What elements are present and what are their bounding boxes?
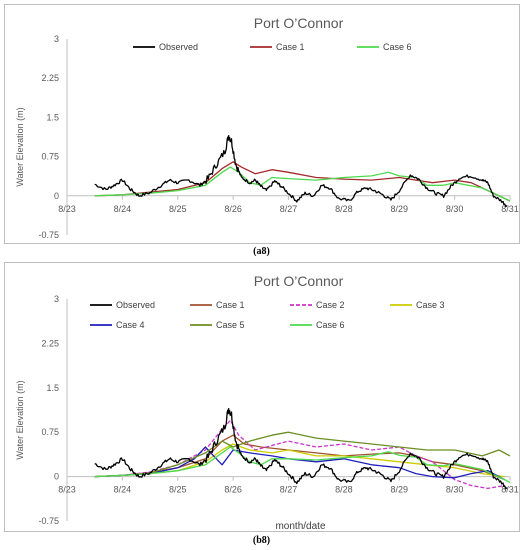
x-tick-label: 8/29 bbox=[390, 485, 408, 495]
x-tick-label: 8/27 bbox=[280, 204, 298, 214]
x-tick-label: 8/28 bbox=[335, 204, 353, 214]
chart-title: Port O’Connor bbox=[254, 273, 344, 289]
legend-item: Case 6 bbox=[290, 320, 345, 330]
legend-item: Case 4 bbox=[90, 320, 145, 330]
legend-label: Case 1 bbox=[276, 42, 305, 52]
legend-label: Case 1 bbox=[216, 300, 245, 310]
chart-panel-a8: Port O’Connor -0.75 0 0.75 1.5 2.25 3 8/23 8/24 8… bbox=[4, 4, 520, 259]
chart-panel-b8: Port O’Connor -0.75 0 0.75 1.5 2.25 3 8/23 8/24 8… bbox=[4, 262, 520, 532]
y-tick-label: 3 bbox=[54, 294, 59, 304]
y-tick-label: 0 bbox=[54, 191, 59, 201]
y-tick-label: 1.5 bbox=[46, 112, 59, 122]
x-tick-label: 8/23 bbox=[58, 485, 76, 495]
series-line-observed bbox=[94, 135, 508, 208]
x-tick-label: 8/24 bbox=[114, 485, 132, 495]
caption-a8: (a8) bbox=[253, 246, 270, 257]
x-axis-label: month/date bbox=[275, 521, 325, 531]
series-line-case-6 bbox=[94, 446, 511, 484]
series-line-observed bbox=[94, 407, 508, 490]
x-tick-label: 8/24 bbox=[114, 204, 132, 214]
series-line-case-5 bbox=[94, 431, 511, 478]
y-axis-label: Water Elevation (m) bbox=[15, 380, 25, 459]
x-tick-label: 8/25 bbox=[169, 204, 187, 214]
legend-item: Case 2 bbox=[290, 300, 345, 310]
legend-label: Case 6 bbox=[316, 320, 345, 330]
chart-a8: Port O’Connor -0.75 0 0.75 1.5 2.25 3 8/23 8/24 8… bbox=[15, 15, 519, 259]
legend-item: Observed bbox=[90, 300, 155, 310]
x-tick-label: 8/25 bbox=[169, 485, 187, 495]
series-line-case-6 bbox=[94, 166, 511, 202]
legend-label: Observed bbox=[159, 42, 198, 52]
legend-item: Case 5 bbox=[190, 320, 245, 330]
x-tick-label: 8/27 bbox=[280, 485, 298, 495]
x-tick-label: 8/31 bbox=[501, 204, 519, 214]
chart-b8: Port O’Connor -0.75 0 0.75 1.5 2.25 3 8/23 8/24 8… bbox=[15, 273, 519, 532]
x-tick-label: 8/31 bbox=[501, 485, 519, 495]
legend-label: Case 3 bbox=[416, 300, 445, 310]
legend-item: Case 3 bbox=[390, 300, 445, 310]
legend-item: Case 1 bbox=[250, 42, 305, 52]
legend-label: Case 5 bbox=[216, 320, 245, 330]
legend-item: Case 6 bbox=[357, 42, 412, 52]
caption-b8: (b8) bbox=[252, 535, 271, 546]
legend-label: Case 4 bbox=[116, 320, 145, 330]
y-tick-label: 0 bbox=[54, 472, 59, 482]
y-tick-label: 1.5 bbox=[46, 383, 59, 393]
x-tick-label: 8/23 bbox=[58, 204, 76, 214]
y-axis-label: Water Elevation (m) bbox=[15, 107, 25, 186]
legend-label: Case 2 bbox=[316, 300, 345, 310]
legend-label: Observed bbox=[116, 300, 155, 310]
legend-label: Case 6 bbox=[383, 42, 412, 52]
x-tick-label: 8/30 bbox=[446, 485, 464, 495]
x-tick-label: 8/30 bbox=[446, 204, 464, 214]
y-tick-label: -0.75 bbox=[38, 516, 59, 526]
series-line-case-1 bbox=[94, 161, 511, 202]
x-tick-label: 8/28 bbox=[335, 485, 353, 495]
legend-item: Case 1 bbox=[190, 300, 245, 310]
x-tick-label: 8/26 bbox=[224, 204, 242, 214]
chart-title: Port O’Connor bbox=[254, 15, 344, 31]
x-tick-label: 8/29 bbox=[390, 204, 408, 214]
x-tick-label: 8/26 bbox=[224, 485, 242, 495]
y-tick-label: 0.75 bbox=[41, 152, 59, 162]
y-tick-label: 3 bbox=[54, 34, 59, 44]
legend-item: Observed bbox=[133, 42, 198, 52]
y-tick-label: -0.75 bbox=[38, 230, 59, 240]
y-tick-label: 2.25 bbox=[41, 338, 59, 348]
y-tick-label: 0.75 bbox=[41, 427, 59, 437]
y-tick-label: 2.25 bbox=[41, 73, 59, 83]
